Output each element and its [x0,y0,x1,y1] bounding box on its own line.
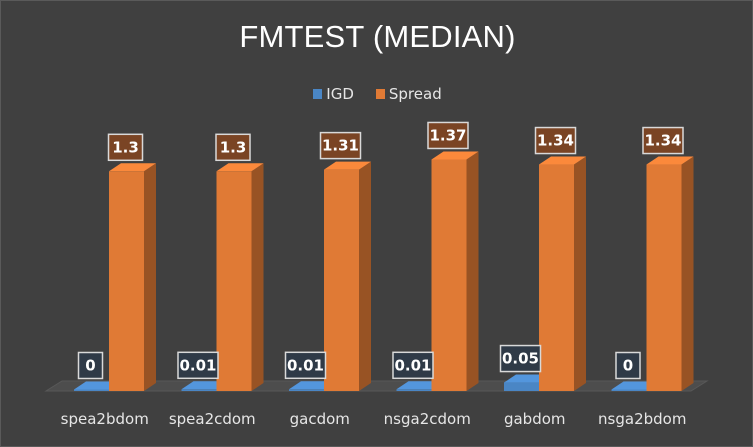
x-tick-label: gacdom [290,410,350,428]
data-label-value: 1.3 [220,138,247,156]
x-tick-label: spea2bdom [61,410,149,428]
x-tick-label: nsga2cdom [384,410,471,428]
data-label-box [107,133,144,162]
category-group-gacdom: gacdom [289,161,371,428]
category-group-gabdom: gabdom [504,156,586,428]
bar-front [611,389,647,391]
bar-spread-spea2cdom [216,163,264,391]
bar-top [109,163,156,172]
data-label-igd-nsga2cdom: 0.01 [392,351,434,380]
data-label-value: 0 [85,357,95,375]
data-label-value: 1.37 [429,126,466,144]
bar-side [144,163,156,391]
data-label-box [177,351,219,380]
data-label-igd-gabdom: 0.05 [499,344,542,373]
bar-front [431,159,467,391]
legend-item-igd: IGD [313,85,354,103]
data-label-value: 0.01 [287,356,324,374]
data-label-igd-spea2bdom: 0 [77,351,104,380]
chart-legend: IGD Spread [1,85,753,103]
bar-front [74,389,109,391]
bar-front [504,382,539,391]
data-label-value: 0.05 [502,350,539,368]
data-label-box [499,344,542,373]
bar-side [251,163,264,391]
bar-front [539,164,574,391]
bar-side [574,156,586,391]
bar-top [431,151,479,160]
bar-side [466,151,479,391]
bar-front [396,389,432,391]
data-label-box [319,131,362,160]
data-label-value: 1.31 [322,137,359,155]
data-label-box [215,133,251,162]
bar-side [681,156,694,391]
bar-spread-gacdom [324,161,371,391]
data-label-box [615,351,641,380]
legend-label-igd: IGD [326,85,354,103]
data-label-igd-gacdom: 0.01 [284,351,327,380]
data-label-box [534,126,577,155]
data-label-value: 1.34 [644,132,681,150]
data-label-box [392,351,434,380]
bar-top [539,156,586,165]
legend-item-spread: Spread [375,85,442,103]
bar-spread-spea2bdom [109,163,156,391]
bar-side [359,161,371,391]
data-label-spread-nsga2bdom: 1.34 [642,126,684,155]
x-tick-label: gabdom [504,410,566,428]
x-tick-label: nsga2bdom [598,410,686,428]
data-label-spread-gabdom: 1.34 [534,126,577,155]
bar-spread-nsga2bdom [646,156,694,391]
bar-front [289,389,324,391]
bar-front [324,169,359,391]
chart-title: FMTEST (MEDIAN) [239,19,516,54]
bar-front [216,171,252,391]
category-group-nsga2cdom: nsga2cdom [384,151,479,428]
bar-top [646,156,694,165]
legend-swatch-igd [313,89,323,99]
category-group-nsga2bdom: nsga2bdom [598,156,694,428]
data-label-igd-spea2cdom: 0.01 [177,351,219,380]
data-label-value: 0 [623,357,633,375]
legend-swatch-spread [375,89,385,99]
bar-front [181,389,217,391]
data-label-value: 0.01 [394,356,431,374]
bar-top [216,163,264,172]
bar-front [109,171,144,391]
data-label-box [642,126,684,155]
data-labels-layer: 0 1.3 0.01 1.3 0.01 1.31 0.01 1.37 0.05 1.34 0 1.34 [77,121,684,380]
data-label-spread-spea2cdom: 1.3 [215,133,251,162]
data-label-spread-nsga2cdom: 1.37 [427,121,469,150]
data-label-spread-spea2bdom: 1.3 [107,133,144,162]
data-label-spread-gacdom: 1.31 [319,131,362,160]
data-label-box [284,351,327,380]
legend-label-spread: Spread [388,85,442,103]
bar-spread-nsga2cdom [431,151,479,391]
data-label-box [77,351,104,380]
category-group-spea2cdom: spea2cdom [169,163,264,428]
data-label-box [427,121,469,150]
bar-front [646,164,682,391]
data-label-value: 1.3 [112,138,139,156]
data-label-value: 0.01 [179,356,216,374]
x-tick-label: spea2cdom [169,410,256,428]
data-label-igd-nsga2bdom: 0 [615,351,641,380]
data-label-value: 1.34 [537,132,574,150]
category-group-spea2bdom: spea2bdom [61,163,156,428]
bar-top [324,161,371,170]
bar-spread-gabdom [539,156,586,391]
